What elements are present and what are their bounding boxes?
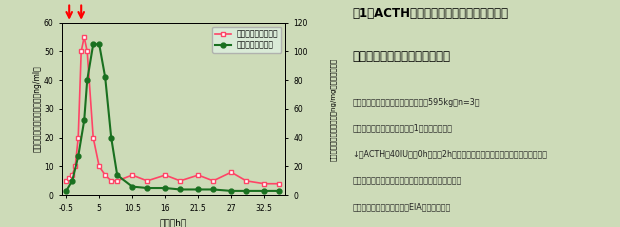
- Text: 尿は自発的に排出されたものをサンプルとしている: 尿は自発的に排出されたものをサンプルとしている: [353, 176, 462, 185]
- Text: ただし、図は代表としてうち1頭の変化を示す: ただし、図は代表としてうち1頭の変化を示す: [353, 124, 453, 133]
- Text: ↓はACTH（40IU）を0hおよ㉒2hに頂静脈カテーテルより注入したことを表す: ↓はACTH（40IU）を0hおよ㉒2hに頂静脈カテーテルより注入したことを表す: [353, 150, 547, 159]
- Text: 供試牛は日本短角種雌牛（平均体重595kg、n=3）: 供試牛は日本短角種雌牛（平均体重595kg、n=3）: [353, 98, 480, 107]
- Text: 図1　ACTH投与にともなうコルチゾールの: 図1 ACTH投与にともなうコルチゾールの: [353, 7, 508, 20]
- X-axis label: 時間（h）: 時間（h）: [160, 218, 187, 227]
- Y-axis label: 血液中コルチゾールレベル（ng/ml）: 血液中コルチゾールレベル（ng/ml）: [32, 66, 41, 152]
- Text: コルチゾール測定は市販のEIAキットを使用: コルチゾール測定は市販のEIAキットを使用: [353, 202, 451, 211]
- Text: 血液中および尿中レベルの変化: 血液中および尿中レベルの変化: [353, 50, 451, 63]
- Text: 尿中コルチゾールレベル（ng/mgクレアチニン）: 尿中コルチゾールレベル（ng/mgクレアチニン）: [330, 57, 337, 160]
- Legend: 血液中コルチゾール, 尿中コルチゾール: 血液中コルチゾール, 尿中コルチゾール: [212, 27, 281, 52]
